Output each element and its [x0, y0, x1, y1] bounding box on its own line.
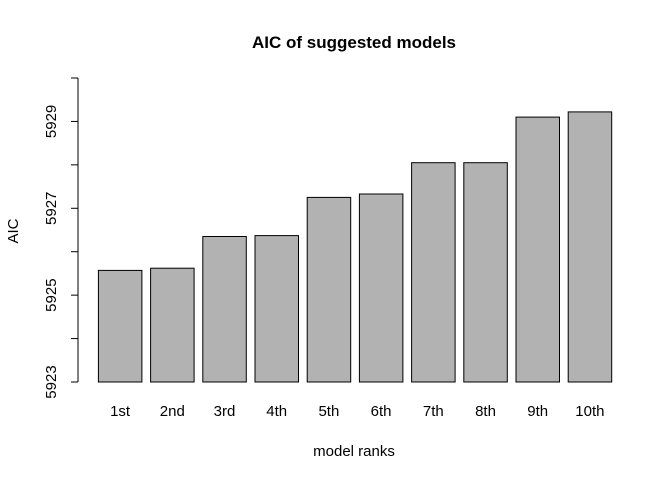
bar-8th	[463, 162, 508, 383]
bar-6th	[358, 193, 404, 383]
bar-5th	[306, 196, 352, 383]
y-tick-label: 5927	[43, 192, 60, 225]
y-tick-label: 5923	[43, 365, 60, 398]
bar-10th	[567, 111, 613, 383]
x-tick-label: 2nd	[160, 403, 185, 420]
x-axis-label: model ranks	[313, 443, 395, 460]
x-tick-label: 8th	[475, 403, 496, 420]
x-tick-label: 4th	[266, 403, 287, 420]
bar-2nd	[150, 267, 195, 383]
y-tick-label: 5929	[43, 105, 60, 138]
x-tick-label: 1st	[110, 403, 131, 420]
bar-3rd	[202, 236, 247, 383]
bar-1st	[97, 269, 143, 383]
x-tick-label: 10th	[575, 403, 604, 420]
x-tick-label: 3rd	[214, 403, 236, 420]
y-tick-label: 5925	[43, 278, 60, 311]
bar-9th	[515, 116, 560, 383]
bars-group	[97, 111, 613, 383]
chart-title: AIC of suggested models	[252, 33, 456, 52]
x-tick-label: 9th	[527, 403, 548, 420]
bar-4th	[254, 235, 299, 383]
x-tick-label: 6th	[371, 403, 392, 420]
x-tick-label: 5th	[318, 403, 339, 420]
x-tick-labels: 1st 2nd 3rd 4th 5th 6th 7th 8th 9th 10th	[110, 403, 604, 420]
y-axis: 5923 5925 5927 5929	[43, 77, 79, 399]
x-tick-label: 7th	[423, 403, 444, 420]
bar-7th	[411, 162, 456, 383]
y-axis-label: AIC	[5, 218, 22, 243]
